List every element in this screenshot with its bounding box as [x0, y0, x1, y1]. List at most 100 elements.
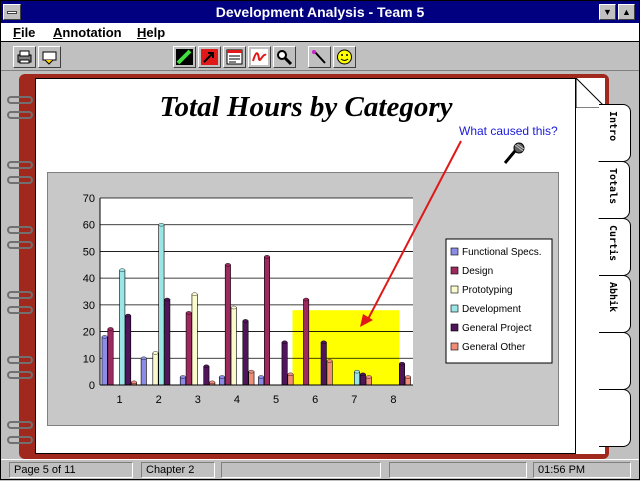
x-tick-label: 6 — [312, 394, 318, 406]
bar-chart: 0 10 20 30 40 50 60 70 1 2 3 4 5 6 7 8 Functional Specs.… — [83, 193, 553, 406]
x-tick-label: 3 — [195, 394, 201, 406]
magnifier-icon — [277, 50, 293, 65]
tab-curtis[interactable]: Curtis — [599, 218, 631, 276]
status-chapter: Chapter 2 — [141, 462, 215, 478]
chart-bar-cap — [101, 335, 108, 339]
chart-bar-cap — [158, 223, 165, 227]
note-button[interactable] — [223, 46, 246, 68]
chart-bar — [140, 357, 147, 386]
wand-icon — [312, 50, 326, 64]
tab-blank-1[interactable] — [599, 332, 631, 390]
maximize-button[interactable]: ▲ — [618, 4, 635, 20]
chart-bar-cap — [152, 351, 159, 355]
chart-bar — [107, 328, 114, 386]
chart-bar-cap — [191, 292, 198, 296]
chart-bar-cap — [242, 319, 249, 323]
y-tick-label: 60 — [83, 220, 95, 232]
chart-bar-cap — [209, 380, 216, 385]
window-title: Development Analysis - Team 5 — [215, 4, 425, 20]
wand-button[interactable] — [308, 46, 331, 68]
smiley-button[interactable] — [333, 46, 356, 68]
chart-bar — [119, 269, 126, 386]
x-tick-label: 7 — [351, 394, 357, 406]
magnifier-button[interactable] — [273, 46, 296, 68]
chart-bar-cap — [303, 297, 310, 302]
microphone-icon[interactable] — [501, 141, 527, 167]
legend-label: General Other — [462, 342, 526, 353]
y-tick-label: 0 — [89, 380, 95, 392]
signature-button[interactable] — [248, 46, 271, 68]
minimize-button[interactable]: ▼ — [599, 4, 616, 20]
chart-bar-cap — [404, 375, 411, 379]
menu-bar: File Annotation Help — [1, 23, 639, 42]
tab-abhik[interactable]: Abhik — [599, 275, 631, 333]
legend-box — [445, 238, 553, 364]
legend-swatch — [450, 304, 459, 313]
y-tick-label: 50 — [83, 246, 95, 258]
legend-swatch — [450, 323, 459, 332]
chart-bar — [191, 293, 198, 386]
chart-bar-cap — [248, 369, 255, 374]
chart-bar — [203, 366, 210, 386]
status-bar: Page 5 of 11 Chapter 2 01:56 PM — [1, 459, 639, 479]
chart-bar — [224, 264, 231, 386]
status-page: Page 5 of 11 — [9, 462, 133, 478]
chart-bar-cap — [140, 356, 147, 360]
chart-bar-cap — [230, 305, 237, 310]
chart-bar — [185, 312, 192, 386]
menu-file[interactable]: File — [13, 25, 36, 40]
note-icon — [226, 49, 243, 65]
arrow-tool-button[interactable] — [198, 46, 221, 68]
legend-label: Prototyping — [462, 285, 513, 296]
legend-swatch — [450, 247, 459, 256]
printer-icon — [17, 50, 32, 64]
chart-bar — [164, 299, 171, 386]
y-tick-label: 30 — [83, 300, 95, 312]
chart-bar-cap — [131, 380, 137, 385]
system-menu-button[interactable] — [3, 4, 21, 20]
chart-bar — [158, 224, 165, 386]
arrow-tool-icon — [201, 49, 218, 65]
smiley-icon — [337, 49, 352, 65]
chart-bar — [248, 371, 255, 386]
chart-bar — [125, 315, 132, 386]
menu-annotation[interactable]: Annotation — [53, 25, 122, 40]
x-tick-label: 5 — [273, 394, 279, 406]
chart-bar-cap — [185, 311, 192, 315]
y-tick-label: 70 — [83, 193, 95, 205]
tab-blank-2[interactable] — [599, 389, 631, 447]
legend-swatch — [450, 342, 459, 351]
x-tick-label: 4 — [234, 394, 240, 406]
chart-bar-cap — [354, 369, 360, 374]
tab-intro[interactable]: Intro — [599, 104, 631, 162]
chart-bar — [264, 256, 270, 386]
print-setup-button[interactable] — [38, 46, 61, 68]
chart-bar-cap — [281, 340, 288, 344]
y-tick-label: 10 — [83, 353, 95, 365]
page-title: Total Hours by Category — [159, 91, 453, 123]
menu-help[interactable]: Help — [137, 25, 166, 40]
chart-bar — [354, 371, 360, 386]
print-setup-icon — [42, 51, 57, 65]
page-corner-fold — [576, 78, 606, 108]
chart-bar-cap — [399, 361, 405, 366]
chart-bar-cap — [326, 359, 333, 363]
highlighter-button[interactable] — [173, 46, 196, 68]
chart-bar-cap — [219, 375, 225, 379]
chart-bar — [101, 336, 108, 386]
tab-totals[interactable]: Totals — [598, 161, 630, 219]
chart-bar — [399, 363, 405, 386]
chart-bar — [242, 320, 249, 386]
annotation-note[interactable]: What caused this? — [459, 124, 558, 138]
chart-bar — [230, 307, 237, 386]
chart-bar-cap — [125, 313, 132, 318]
chart-bar-cap — [164, 297, 171, 302]
chart-bar-cap — [203, 364, 210, 369]
chart-bar-cap — [287, 372, 294, 377]
chart-bar — [326, 360, 333, 386]
print-button[interactable] — [13, 46, 36, 68]
toolbar — [1, 43, 639, 71]
chart-bar-cap — [258, 375, 265, 379]
title-bar: Development Analysis - Team 5 ▼ ▲ — [1, 1, 639, 23]
